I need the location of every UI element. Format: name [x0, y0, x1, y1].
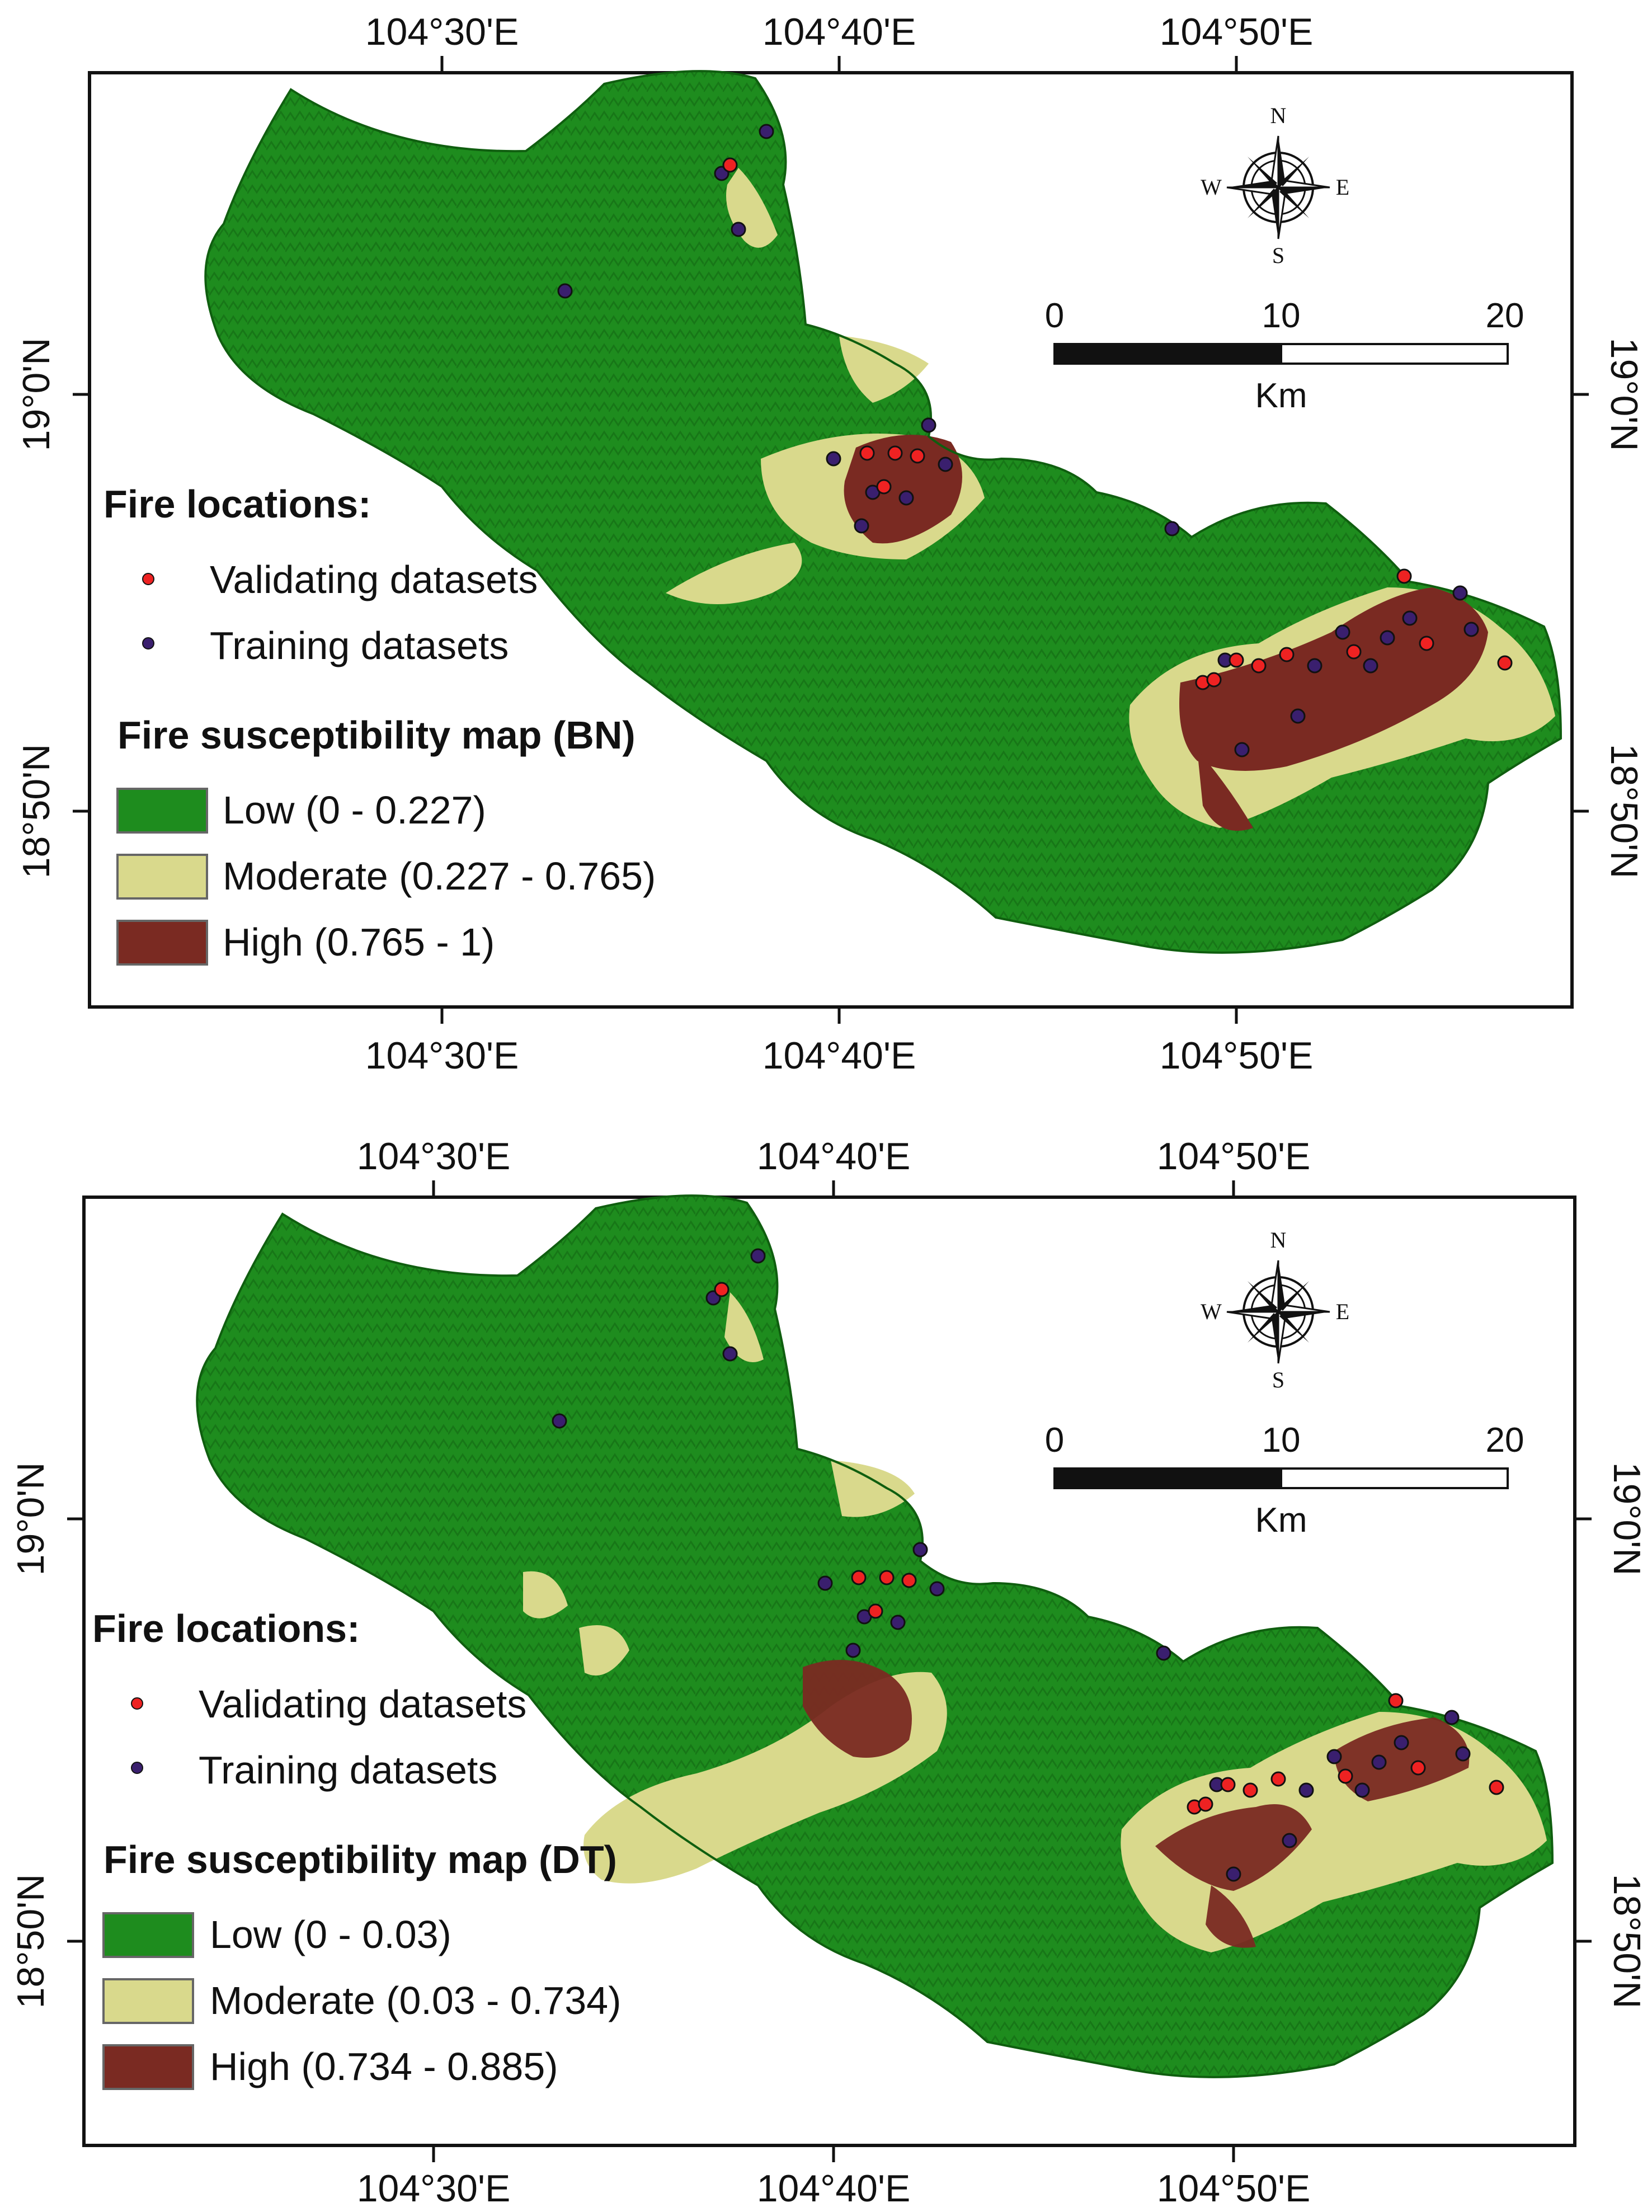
scale-tick: 20: [1486, 296, 1524, 335]
lat-label: 18°50'N: [10, 1874, 52, 2009]
scale-tick: 10: [1262, 296, 1301, 335]
watershed-map: [196, 1194, 1554, 2078]
swatch-low: [102, 1912, 194, 1958]
validating-marker: [142, 573, 154, 585]
map-panel-dt: 104°30'E 104°40'E 104°50'E: [10, 1135, 1648, 2210]
scale-tick: 10: [1262, 1421, 1301, 1460]
graticule-ticks: [73, 56, 1589, 1024]
training-marker: [142, 637, 154, 650]
compass-e: E: [1336, 175, 1349, 200]
compass-e: E: [1336, 1299, 1349, 1324]
legend-validating: Validating datasets: [210, 558, 538, 601]
lat-label: 18°50'N: [15, 744, 58, 879]
map-panel-bn: 104°30'E 104°40'E 104°50'E: [15, 11, 1645, 1077]
training-points: [552, 1248, 1471, 1882]
lon-label: 104°50'E: [1160, 1034, 1314, 1077]
legend-training: Training datasets: [199, 1748, 497, 1792]
swatch-high: [116, 920, 208, 966]
lon-label: 104°30'E: [357, 1135, 511, 1178]
swatch-high: [102, 2044, 194, 2090]
scale-tick: 20: [1486, 1421, 1524, 1460]
swatch-moderate: [116, 854, 208, 900]
compass-n: N: [1270, 1227, 1287, 1253]
lon-label: 104°50'E: [1157, 1135, 1311, 1178]
training-points: [557, 124, 1479, 757]
graticule-ticks: [67, 1180, 1592, 2162]
lat-label: 19°0'N: [15, 338, 58, 451]
validating-marker: [131, 1697, 143, 1710]
legend-map-title: Fire susceptibility map (DT): [103, 1838, 617, 1881]
legend-training: Training datasets: [210, 624, 509, 667]
lon-label: 104°30'E: [365, 1034, 519, 1077]
lon-label: 104°40'E: [757, 2167, 911, 2210]
legend-high: High (0.765 - 1): [223, 920, 495, 964]
legend-map-title: Fire susceptibility map (BN): [117, 713, 636, 757]
compass-w: W: [1201, 175, 1222, 200]
scale-tick: 0: [1045, 296, 1064, 335]
legend-moderate: Moderate (0.03 - 0.734): [210, 1979, 621, 2022]
validating-points: [714, 1282, 1504, 1815]
lon-label: 104°40'E: [763, 11, 916, 53]
legend-high: High (0.734 - 0.885): [210, 2045, 558, 2088]
legend: Fire locations: Validating datasets Trai…: [92, 1607, 621, 2090]
lon-label: 104°50'E: [1157, 2167, 1311, 2210]
compass-w: W: [1201, 1299, 1222, 1324]
compass-s: S: [1272, 243, 1284, 268]
swatch-low: [116, 788, 208, 834]
legend-moderate: Moderate (0.227 - 0.765): [223, 854, 656, 898]
scale-unit: Km: [1255, 1501, 1307, 1540]
lat-label: 18°50'N: [1603, 744, 1645, 879]
legend-low: Low (0 - 0.227): [223, 788, 486, 832]
legend-fire-title: Fire locations:: [92, 1607, 360, 1650]
compass-n: N: [1270, 103, 1287, 128]
swatch-moderate: [102, 1978, 194, 2024]
scale-bar: 0 10 20 Km: [1045, 296, 1524, 415]
legend-validating: Validating datasets: [199, 1682, 526, 1726]
lon-label: 104°30'E: [357, 2167, 511, 2210]
validating-points: [722, 157, 1513, 690]
lon-label: 104°40'E: [757, 1135, 911, 1178]
training-marker: [131, 1762, 143, 1774]
legend-low: Low (0 - 0.03): [210, 1913, 451, 1956]
legend-fire-title: Fire locations:: [103, 482, 371, 526]
lat-label: 19°0'N: [1603, 338, 1645, 451]
lat-label: 19°0'N: [1606, 1462, 1648, 1576]
scale-tick: 0: [1045, 1421, 1064, 1460]
legend: Fire locations: Validating datasets Trai…: [103, 482, 656, 966]
scale-unit: Km: [1255, 376, 1307, 415]
lat-label: 18°50'N: [1606, 1874, 1648, 2009]
scale-bar: 0 10 20 Km: [1045, 1421, 1524, 1540]
lon-label: 104°30'E: [365, 11, 519, 53]
lon-label: 104°50'E: [1160, 11, 1314, 53]
watershed-map: [204, 70, 1562, 954]
lat-label: 19°0'N: [10, 1462, 52, 1576]
compass-s: S: [1272, 1367, 1284, 1392]
lon-label: 104°40'E: [763, 1034, 916, 1077]
